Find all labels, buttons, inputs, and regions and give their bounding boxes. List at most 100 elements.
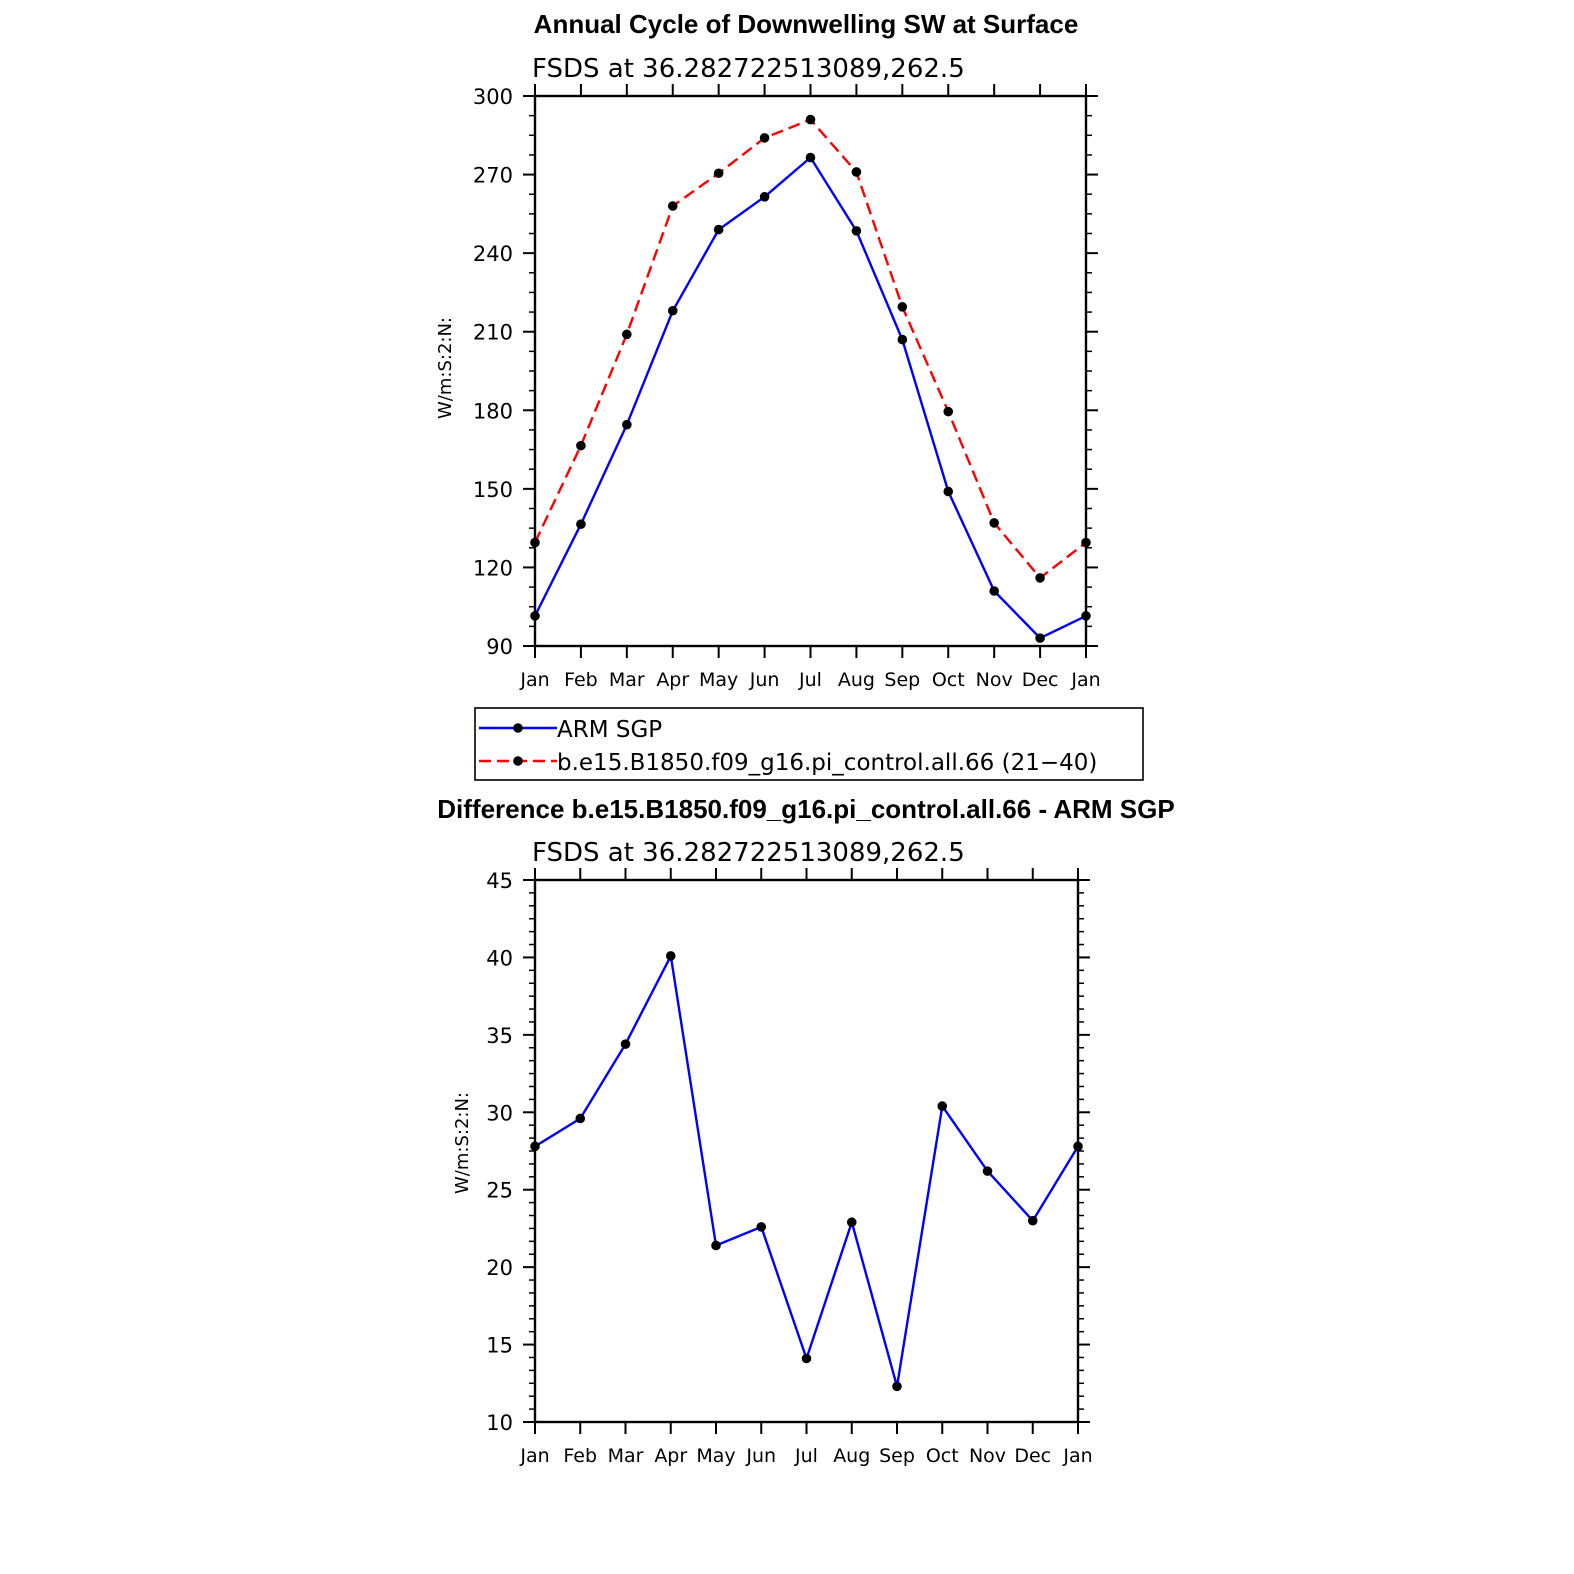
- x-tick-label: Jun: [749, 669, 780, 691]
- data-point: [711, 1240, 721, 1251]
- data-point: [982, 1166, 993, 1176]
- chart-title: Annual Cycle of Downwelling SW at Surfac…: [534, 9, 1079, 39]
- y-tick-label: 35: [486, 1024, 513, 1048]
- series-group: [530, 114, 1091, 643]
- data-point: [530, 611, 540, 621]
- legend-marker-arm-sgp: [513, 723, 523, 733]
- y-tick-label: 40: [486, 946, 513, 970]
- data-point: [530, 537, 540, 548]
- data-point: [622, 419, 632, 430]
- annual-cycle-chart: Annual Cycle of Downwelling SW at Surfac…: [435, 9, 1101, 691]
- x-tick-label: Nov: [969, 1445, 1006, 1467]
- legend: ARM SGP b.e15.B1850.f09_g16.pi_control.a…: [474, 707, 1144, 781]
- data-point: [759, 133, 770, 143]
- y-tick-label: 180: [473, 399, 513, 423]
- x-tick-label: Oct: [926, 1445, 959, 1467]
- y-tick-label: 25: [486, 1179, 513, 1203]
- x-tick-label: Mar: [609, 669, 645, 691]
- data-point: [805, 114, 816, 125]
- x-tick-label: Oct: [932, 669, 965, 691]
- axes: [523, 84, 1098, 658]
- data-point: [937, 1101, 948, 1111]
- x-tick-label: Jan: [1062, 1445, 1092, 1467]
- data-point: [989, 518, 999, 528]
- y-axis-label: W/m:S:2:N:: [452, 1092, 473, 1194]
- x-tick-label: Sep: [884, 669, 920, 691]
- y-tick-label: 20: [486, 1256, 513, 1280]
- data-point: [943, 406, 954, 417]
- data-point: [1027, 1215, 1038, 1226]
- plot-frame: [533, 94, 1088, 648]
- x-tick-label: Aug: [838, 669, 875, 691]
- x-tick-labels: Jan Feb Mar Apr May Jun Jul Aug Sep Oct Nov Dec Jan: [519, 1445, 1092, 1467]
- x-tick-label: Nov: [976, 669, 1013, 691]
- data-point: [1035, 633, 1045, 643]
- y-tick-label: 15: [486, 1334, 513, 1358]
- data-point: [759, 192, 770, 202]
- axes: [523, 868, 1090, 1434]
- x-tick-labels: Jan Feb Mar Apr May Jun Jul Aug Sep Oct Nov Dec Jan: [519, 669, 1100, 691]
- x-tick-label: Jul: [798, 669, 822, 691]
- data-point: [897, 334, 908, 345]
- data-point: [667, 201, 678, 211]
- x-tick-label: Jul: [794, 1445, 818, 1467]
- x-tick-label: Sep: [879, 1445, 915, 1467]
- difference-chart: Difference b.e15.B1850.f09_g16.pi_contro…: [437, 794, 1174, 1467]
- chart-subtitle: FSDS at 36.282722513089,262.5: [532, 838, 965, 868]
- y-tick-label: 10: [486, 1411, 513, 1435]
- x-tick-label: Feb: [564, 669, 598, 691]
- y-tick-labels: 10 15 20 25 30 35 40 45: [486, 869, 513, 1435]
- y-tick-label: 210: [473, 321, 513, 345]
- x-tick-label: Aug: [833, 1445, 870, 1467]
- x-tick-label: Jun: [745, 1445, 776, 1467]
- x-tick-label: Apr: [656, 669, 689, 691]
- data-point: [989, 586, 999, 596]
- legend-label-arm-sgp: ARM SGP: [557, 717, 662, 743]
- data-point: [943, 486, 954, 497]
- data-point: [622, 329, 632, 340]
- data-point: [576, 519, 586, 530]
- x-tick-label: May: [699, 669, 738, 691]
- data-point: [665, 951, 676, 961]
- x-tick-label: Apr: [654, 1445, 687, 1467]
- x-tick-label: Dec: [1022, 669, 1059, 691]
- series-line-1: [534, 954, 1080, 1388]
- data-point: [805, 152, 816, 163]
- x-tick-label: Dec: [1014, 1445, 1051, 1467]
- data-point: [897, 302, 908, 312]
- y-axis-label: W/m:S:2:N:: [435, 317, 456, 419]
- y-tick-labels: 90 120 150 180 210 240 270 300: [473, 85, 513, 659]
- y-tick-label: 300: [473, 85, 513, 109]
- data-point: [851, 167, 862, 177]
- x-tick-label: Jan: [519, 669, 549, 691]
- plot-frame: [533, 878, 1080, 1424]
- legend-item-model: b.e15.B1850.f09_g16.pi_control.all.66 (2…: [479, 750, 1097, 776]
- x-tick-label: Jan: [1070, 669, 1100, 691]
- series-line-2: [533, 118, 1087, 580]
- legend-marker-model: [513, 756, 523, 766]
- x-tick-label: Jan: [519, 1445, 549, 1467]
- data-point: [576, 440, 586, 451]
- data-point: [575, 1113, 586, 1124]
- series-group: [530, 951, 1083, 1392]
- legend-box: [474, 707, 1144, 781]
- data-point: [892, 1381, 902, 1392]
- data-point: [1081, 537, 1091, 548]
- data-point: [1081, 611, 1091, 621]
- data-point: [667, 305, 678, 316]
- y-tick-label: 45: [486, 869, 513, 893]
- data-point: [846, 1217, 857, 1228]
- y-tick-label: 270: [473, 164, 513, 188]
- y-tick-label: 90: [486, 635, 513, 659]
- y-tick-label: 150: [473, 478, 513, 502]
- series-line-1: [533, 156, 1087, 640]
- x-tick-label: Feb: [563, 1445, 597, 1467]
- data-point: [801, 1353, 812, 1364]
- legend-item-arm-sgp: ARM SGP: [479, 717, 662, 743]
- x-tick-label: Mar: [608, 1445, 644, 1467]
- data-point: [1035, 573, 1045, 583]
- data-point: [756, 1222, 767, 1232]
- y-tick-label: 30: [486, 1101, 513, 1125]
- data-point: [713, 224, 724, 235]
